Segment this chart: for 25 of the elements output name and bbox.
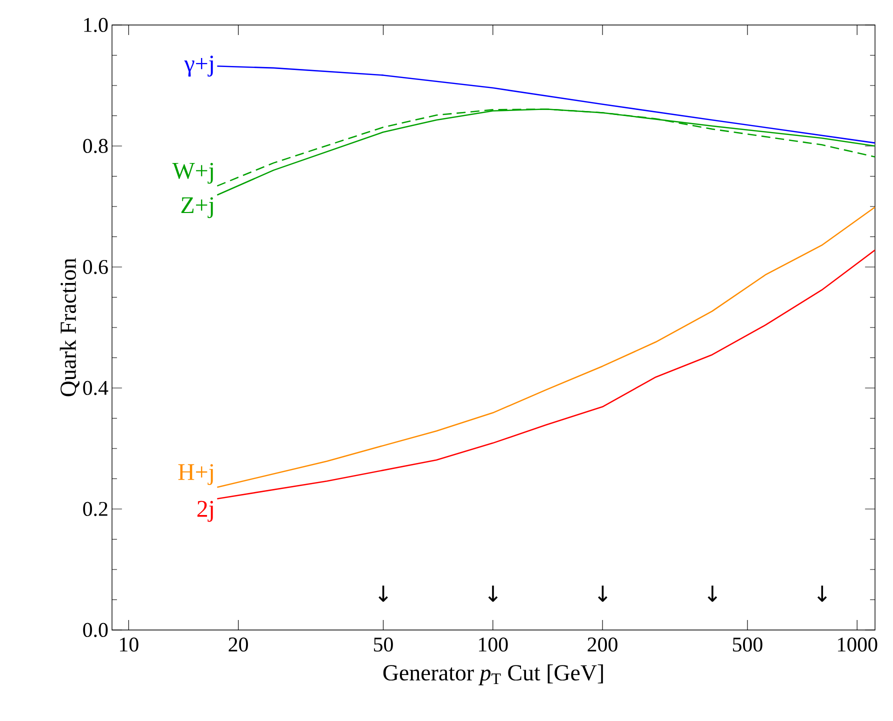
x-tick-label: 20 [228,638,248,652]
x-axis-title: Generator p$_{T}$ Cut [GeV] [383,664,603,686]
y-tick-label: 0.0 [83,622,108,638]
series-label: γ+j [184,56,213,77]
x-tick-label: 100 [479,638,508,652]
annotation: ↓ [598,586,608,602]
y-axis-title: Quark Fraction [60,258,80,396]
y-tick-label: 0.4 [83,380,108,396]
y-tick-label: 1.0 [84,18,108,32]
annotation: ↓ [817,586,827,602]
annotation: ↓ [378,586,388,602]
y-tick-label: 0.8 [83,138,108,154]
annotation: ↓ [488,586,498,602]
series-label: W+j [172,162,213,184]
y-tick-label: 0.6 [83,260,108,274]
annotation: ↓ [708,586,718,602]
series-label: H+j [178,464,213,486]
series-label: Z+j [181,197,213,218]
x-tick-label: 500 [732,638,762,652]
y-tick-label: 0.2 [83,502,108,516]
x-tick-label: 200 [588,638,618,652]
x-tick-label: 1000 [838,638,878,652]
series-label: 2j [197,500,213,522]
x-tick-label: 50 [374,638,393,652]
x-tick-label: 10 [120,638,138,652]
